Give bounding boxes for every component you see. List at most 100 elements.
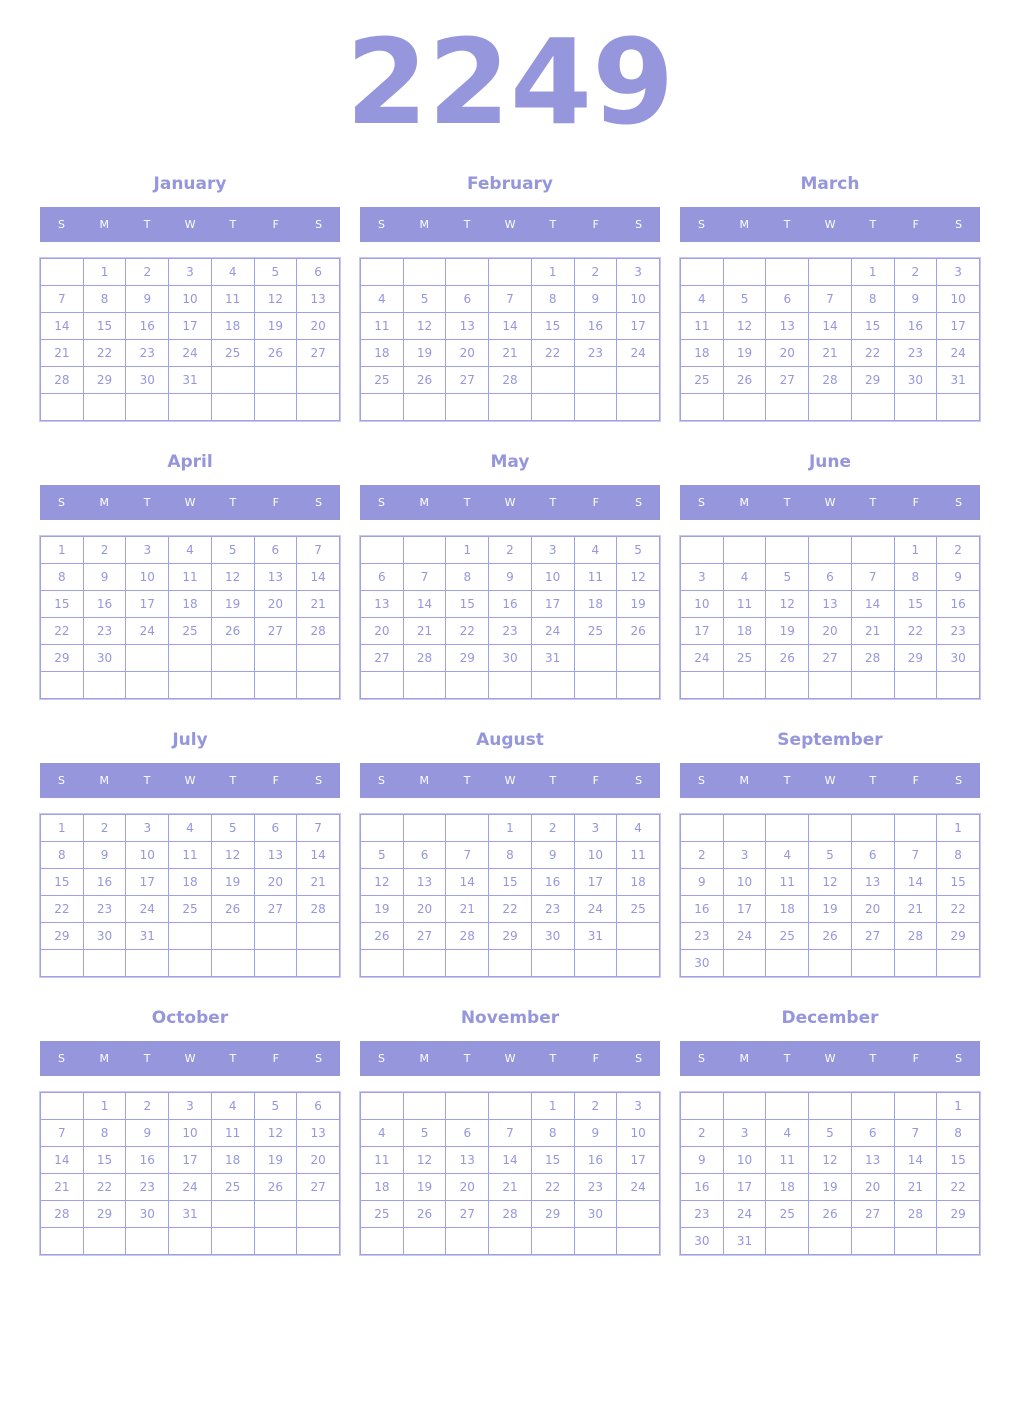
day-cell [40,1227,84,1255]
week-row: 10 11 12 13 14 15 16 [680,590,980,618]
day-cell [850,814,895,842]
day-cell: 11 [616,841,660,869]
day-cell: 20 [402,895,447,923]
day-cell: 19 [210,590,255,618]
weekday-label: W [504,1052,516,1065]
day-cell: 20 [253,590,298,618]
weekday-label: T [783,218,791,231]
day-cell: 3 [125,536,170,564]
day-cell [296,949,340,977]
day-cell: 25 [360,366,404,394]
weekday-label: T [549,218,557,231]
weekday-label: M [419,1052,430,1065]
day-cell: 26 [808,1200,852,1228]
day-cell: 21 [488,1173,532,1201]
day-cell: 11 [573,563,618,591]
day-cell: 15 [936,1146,980,1174]
day-cell: 17 [530,590,575,618]
week-row: 28 29 30 31 [40,1200,340,1228]
week-row: 19 20 21 22 23 24 25 [360,895,660,923]
day-cell: 23 [680,922,724,950]
weekday-label: M [99,496,110,509]
day-cell: 24 [168,339,212,367]
weekday-label: M [739,1052,750,1065]
day-cell: 22 [936,895,980,923]
day-cell: 14 [488,1146,532,1174]
week-row: 26 27 28 29 30 31 [360,922,660,950]
day-cell [210,949,255,977]
day-cell: 18 [360,339,404,367]
week-row: 5 6 7 8 9 10 11 [360,841,660,869]
week-row: 9 10 11 12 13 14 15 [680,868,980,896]
day-cell: 31 [722,1227,767,1255]
day-cell: 30 [125,366,170,394]
week-row: 25 26 27 28 29 30 [360,1200,660,1228]
day-cell: 21 [296,868,340,896]
weekday-label: T [869,496,877,509]
day-cell [253,922,298,950]
weekday-label: M [739,496,750,509]
day-cell: 1 [893,536,938,564]
day-grid: 1 2 3 4 5 6 7 8 9 10 11 12 13 14 15 16 17 18 19 20 21 22 23 24 2… [39,257,341,422]
day-cell: 26 [210,617,255,645]
week-row: 28 29 30 31 [40,366,340,394]
weekday-label: T [463,774,471,787]
day-cell: 11 [765,868,810,896]
day-cell: 23 [680,1200,724,1228]
day-cell: 20 [445,1173,490,1201]
day-cell: 1 [445,536,490,564]
day-cell: 23 [573,1173,618,1201]
day-cell: 8 [40,563,84,591]
day-cell: 15 [445,590,490,618]
weekday-label: S [697,774,705,787]
day-cell: 5 [808,1119,852,1147]
day-cell [360,258,404,286]
day-cell: 29 [530,1200,575,1228]
day-cell: 5 [765,563,810,591]
day-cell: 16 [936,590,980,618]
week-row: 29 30 31 [40,922,340,950]
day-cell: 21 [445,895,490,923]
week-row: 1 [680,814,980,842]
day-cell: 16 [893,312,938,340]
day-cell: 11 [765,1146,810,1174]
month-title: March [800,174,860,194]
day-cell: 26 [765,644,810,672]
day-cell: 12 [808,1146,852,1174]
day-cell: 4 [210,258,255,286]
day-cell: 27 [360,644,404,672]
day-cell [82,393,127,421]
day-cell: 6 [402,841,447,869]
day-cell: 13 [360,590,404,618]
day-cell [936,671,980,699]
day-grid: 1 2 3 4 5 6 7 8 9 10 11 12 13 14 15 16 17 18 19 20 21 22 23 24 2… [39,1091,341,1256]
day-cell [82,949,127,977]
day-cell: 15 [850,312,895,340]
day-cell: 25 [210,1173,255,1201]
day-cell: 1 [82,258,127,286]
day-cell: 8 [488,841,532,869]
weekday-label: S [57,218,65,231]
weekday-label: F [912,774,919,787]
day-cell: 1 [40,536,84,564]
day-cell: 15 [82,312,127,340]
day-cell [488,1092,532,1120]
day-cell: 14 [893,1146,938,1174]
day-cell [360,1227,404,1255]
day-cell: 28 [296,617,340,645]
day-cell [210,366,255,394]
day-cell [850,1092,895,1120]
weekday-label: T [143,774,151,787]
day-cell: 2 [680,841,724,869]
day-cell [445,393,490,421]
month-title: January [153,174,227,194]
day-cell: 13 [253,563,298,591]
weekday-label: T [229,1052,237,1065]
week-row: 20 21 22 23 24 25 26 [360,617,660,645]
weekday-label: T [549,774,557,787]
day-cell: 27 [850,1200,895,1228]
day-cell: 12 [722,312,767,340]
day-cell [296,644,340,672]
